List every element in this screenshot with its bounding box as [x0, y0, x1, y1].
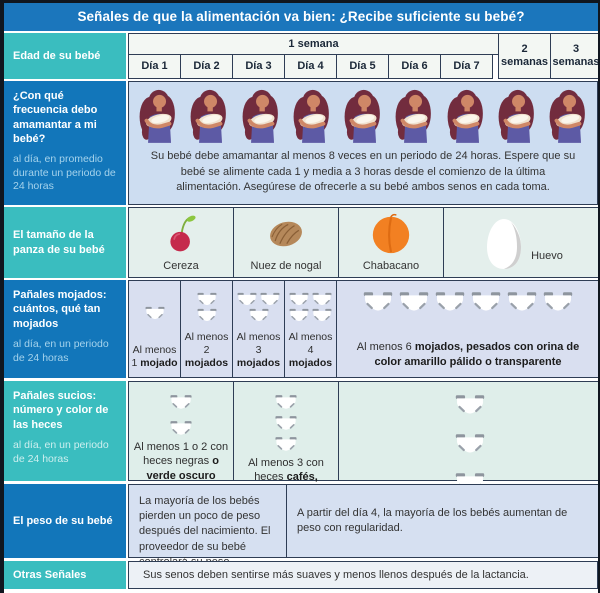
diaper-icon: [260, 292, 280, 305]
wet-caption-day5plus: Al menos 6 mojados, pesados con orina de…: [356, 341, 580, 368]
frequency-cell: Su bebé debe amamantar al menos 8 veces …: [128, 81, 598, 205]
diaper-icon: [471, 292, 501, 311]
row-label-weight: El peso de su bebé: [4, 484, 126, 558]
diaper-icon: [363, 292, 393, 311]
age-label: Edad de su bebé: [13, 49, 101, 62]
diaper-icon: [275, 395, 297, 409]
row-wet-diapers: Pañales mojados: cuántos, qué tan mojado…: [4, 280, 598, 378]
row-label-dirty-diapers: Pañales sucios: número y color de las he…: [4, 381, 126, 481]
dirty-cell-day5plus: Al menos 3 grandes con heces blandas y g…: [338, 381, 598, 526]
breastfeeding-mother-icon: [190, 89, 227, 143]
header-day-5: Día 5: [336, 54, 389, 79]
diaper-icon: [249, 308, 268, 321]
diaper-icon: [455, 395, 485, 414]
diaper-icon: [435, 292, 465, 311]
diaper-icon: [275, 416, 297, 430]
breastfeeding-mother-icon: [395, 89, 432, 143]
dirty-cell-day3-4: Al menos 3 con heces cafés, verdes o ama…: [233, 381, 339, 498]
row-label-other-signs: Otras Señales: [4, 561, 126, 589]
weight-cell-day4plus: A partir del día 4, la mayoría de los be…: [286, 484, 598, 558]
breastfeeding-mother-icon: [447, 89, 483, 143]
header-day-2: Día 2: [180, 54, 233, 79]
wet-caption-day3: Al menos 3 mojados: [236, 330, 281, 369]
weight-cell-day1-3: La mayoría de los bebés pierden un poco …: [128, 484, 287, 568]
diaper-icon: [237, 292, 257, 305]
breastfeeding-mother-icon: [242, 89, 278, 143]
row-belly-size: El tamaño de la panza de su bebé Cereza: [4, 207, 598, 278]
diaper-icon: [197, 308, 216, 321]
breastfeeding-mother-icon: [498, 89, 534, 143]
wet-cell-day5plus: Al menos 6 mojados, pesados con orina de…: [336, 280, 598, 378]
diaper-icon: [145, 307, 164, 320]
diaper-icon: [289, 292, 309, 305]
header-week-3: 3 semanas: [550, 33, 598, 79]
wet-cell-day1: Al menos 1 mojado: [128, 280, 181, 378]
row-label-age: Edad de su bebé: [4, 33, 126, 79]
row-label-wet-diapers: Pañales mojados: cuántos, qué tan mojado…: [4, 280, 126, 378]
mother-icon-strip: [129, 82, 597, 146]
diaper-icon: [275, 437, 297, 451]
egg-icon: [487, 219, 522, 269]
belly-label-walnut: Nuez de nogal: [250, 260, 322, 272]
header-week1: 1 semana: [128, 33, 499, 55]
row-age: Edad de su bebé 1 semana Día 1 Día 2 Día…: [4, 33, 598, 79]
diaper-icon: [170, 395, 192, 409]
header-day-7: Día 7: [440, 54, 493, 79]
row-weight: El peso de su bebé La mayoría de los beb…: [4, 484, 598, 568]
header-day-6: Día 6: [388, 54, 441, 79]
apricot-icon: [372, 213, 410, 254]
wet-caption-day2: Al menos 2 mojados: [184, 330, 229, 369]
frequency-text: Su bebé debe amamantar al menos 8 veces …: [150, 150, 576, 194]
row-label-frequency: ¿Con qué frecuencia debo amamantar a mi …: [4, 81, 126, 205]
header-day-1: Día 1: [128, 54, 181, 79]
header-day-3: Día 3: [232, 54, 285, 79]
walnut-icon: [270, 221, 302, 247]
wet-cell-day2: Al menos 2 mojados: [180, 280, 233, 378]
diaper-icon: [455, 434, 485, 453]
row-label-belly: El tamaño de la panza de su bebé: [4, 207, 126, 278]
diaper-icon: [197, 292, 216, 305]
dirty-cell-day1-2: Al menos 1 o 2 con heces negras o verde …: [128, 381, 234, 482]
other-signs-cell: Sus senos deben sentirse más suaves y me…: [128, 561, 598, 589]
diaper-icon: [170, 421, 192, 435]
diaper-icon: [399, 292, 429, 311]
belly-cell-egg: Huevo: [443, 207, 598, 278]
wet-cell-day4: Al menos 4 mojados: [284, 280, 337, 378]
header-day-4: Día 4: [284, 54, 337, 79]
breastfeeding-mother-icon: [344, 89, 380, 143]
page-title: Señales de que la alimentación va bien: …: [4, 3, 598, 31]
row-frequency: ¿Con qué frecuencia debo amamantar a mi …: [4, 81, 598, 205]
diaper-icon: [312, 308, 332, 321]
breastfeeding-mother-icon: [139, 89, 175, 143]
breastfeeding-mother-icon: [549, 89, 585, 143]
row-other-signs: Otras Señales Sus senos deben sentirse m…: [4, 561, 598, 589]
diaper-icon: [312, 292, 332, 305]
diaper-icon: [543, 292, 573, 311]
belly-label-apricot: Chabacano: [362, 260, 420, 272]
cherry-icon: [170, 215, 196, 252]
breastfeeding-mother-icon: [293, 89, 329, 143]
wet-caption-day1: Al menos 1 mojado: [131, 343, 178, 369]
diaper-icon: [289, 308, 309, 321]
dirty-caption-day1-2: Al menos 1 o 2 con heces negras o verde …: [133, 441, 229, 482]
diaper-icon: [507, 292, 537, 311]
header-week-2: 2 semanas: [498, 33, 551, 79]
wet-cell-day3: Al menos 3 mojados: [232, 280, 285, 378]
row-dirty-diapers: Pañales sucios: número y color de las he…: [4, 381, 598, 526]
belly-cell-cherry: Cereza: [128, 207, 234, 278]
wet-caption-day4: Al menos 4 mojados: [288, 330, 333, 369]
belly-label-egg: Huevo: [531, 250, 563, 262]
belly-cell-walnut: Nuez de nogal: [233, 207, 339, 278]
belly-label-cherry: Cereza: [163, 260, 199, 272]
belly-cell-apricot: Chabacano: [338, 207, 444, 278]
